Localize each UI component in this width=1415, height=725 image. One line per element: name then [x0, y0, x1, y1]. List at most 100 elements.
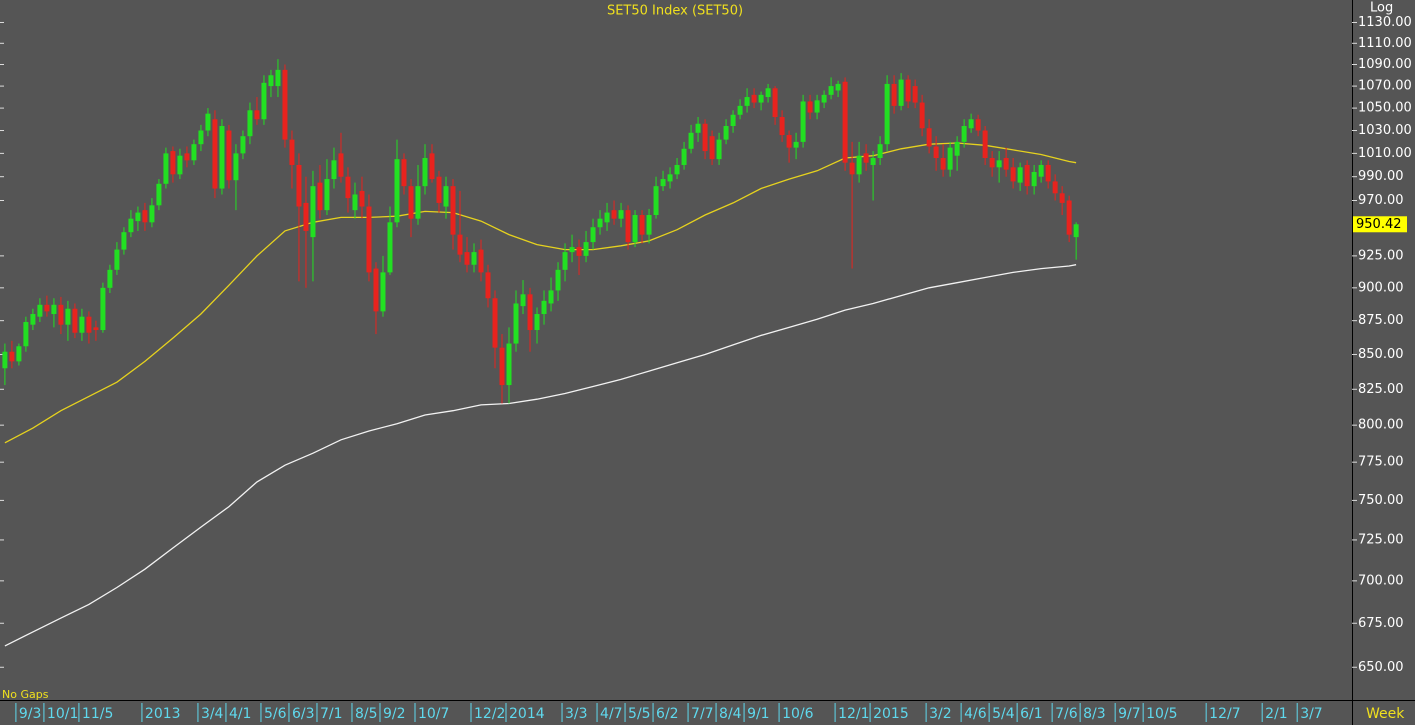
- candle-body: [625, 210, 631, 243]
- candle-body: [786, 135, 792, 148]
- candle-body: [646, 215, 652, 235]
- candle-body: [1059, 193, 1065, 203]
- candle-body: [996, 160, 1002, 168]
- candle-body: [352, 194, 358, 211]
- candle-body: [422, 158, 428, 187]
- candle-body: [492, 298, 498, 348]
- candle-body: [23, 322, 29, 347]
- x-tick-label: 2014: [509, 706, 545, 722]
- candle-body: [408, 186, 414, 219]
- y-tick-label: 675.00: [1358, 616, 1404, 631]
- candle-body: [821, 94, 827, 103]
- candle-body: [849, 162, 855, 175]
- y-tick-label: 775.00: [1358, 455, 1404, 470]
- candle-body: [44, 304, 50, 312]
- x-tick-label: 5/5: [628, 706, 651, 722]
- candle-body: [912, 86, 918, 103]
- candle-body: [268, 75, 274, 87]
- x-axis-label: Week: [1366, 706, 1405, 722]
- candle-body: [989, 158, 995, 168]
- candle-body: [310, 186, 316, 238]
- candle-body: [961, 125, 967, 142]
- candle-body: [380, 272, 386, 312]
- y-tick-label: 650.00: [1358, 660, 1404, 675]
- candle-body: [100, 287, 106, 331]
- y-tick-label: 700.00: [1358, 573, 1404, 588]
- candle-body: [772, 88, 778, 118]
- candle-body: [37, 304, 43, 317]
- y-tick-label: 850.00: [1358, 347, 1404, 362]
- y-tick-label: 1030.00: [1358, 123, 1412, 138]
- note: No Gaps: [2, 688, 49, 701]
- candle-body: [233, 153, 239, 181]
- candle-body: [814, 100, 820, 113]
- candle-body: [1052, 181, 1058, 194]
- candle-body: [93, 327, 99, 331]
- candle-body: [597, 218, 603, 228]
- candle-body: [660, 179, 666, 187]
- candle-body: [1066, 200, 1072, 235]
- candle-body: [219, 125, 225, 189]
- candle-body: [947, 147, 953, 170]
- x-tick-label: 10/1: [47, 706, 78, 722]
- x-tick-label: 6/3: [292, 706, 315, 722]
- candle-body: [1038, 164, 1044, 177]
- candle-body: [779, 117, 785, 136]
- y-tick-label: 1050.00: [1358, 101, 1412, 116]
- candle-body: [688, 132, 694, 149]
- candle-body: [793, 141, 799, 148]
- candle-body: [562, 252, 568, 270]
- candle-body: [877, 144, 883, 159]
- candle-body: [576, 247, 582, 256]
- x-tick-label: 5/6: [264, 706, 287, 722]
- moving-average: [4, 142, 1077, 444]
- candle-body: [401, 159, 407, 187]
- candle-body: [527, 294, 533, 331]
- y-tick-label: 970.00: [1358, 193, 1404, 208]
- candle-body: [156, 183, 162, 206]
- x-tick-label: 5/4: [992, 706, 1015, 722]
- candle-body: [555, 269, 561, 291]
- candle-body: [9, 351, 15, 362]
- y-tick-label: 925.00: [1358, 248, 1404, 263]
- moving-average: [4, 264, 1077, 647]
- candle-body: [450, 186, 456, 235]
- candle-body: [184, 153, 190, 161]
- candle-body: [471, 252, 477, 265]
- candle-body: [331, 160, 337, 180]
- candle-body: [856, 155, 862, 175]
- candle-body: [149, 205, 155, 223]
- candle-body: [758, 94, 764, 103]
- candle-body: [436, 176, 442, 203]
- candle-body: [751, 94, 757, 103]
- candle-body: [506, 343, 512, 386]
- y-tick-label: 900.00: [1358, 280, 1404, 295]
- candle-body: [674, 164, 680, 175]
- candle-body: [926, 128, 932, 147]
- y-tick-label: 1010.00: [1358, 146, 1412, 161]
- candle-body: [898, 79, 904, 106]
- y-tick-label: 825.00: [1358, 382, 1404, 397]
- x-tick-label: 3/3: [565, 706, 588, 722]
- y-axis-label: Log: [1370, 1, 1393, 16]
- candle-body: [653, 186, 659, 216]
- candle-body: [737, 105, 743, 115]
- x-tick-label: 7/6: [1055, 706, 1078, 722]
- candle-body: [485, 272, 491, 299]
- candle-body: [226, 130, 232, 181]
- candle-body: [800, 101, 806, 142]
- y-tick-label: 1090.00: [1358, 57, 1412, 72]
- candle-body: [541, 300, 547, 315]
- x-tick-label: 6/2: [656, 706, 679, 722]
- candle-body: [534, 314, 540, 331]
- candle-body: [1073, 224, 1079, 238]
- y-tick-label: 725.00: [1358, 532, 1404, 547]
- candle-body: [702, 123, 708, 152]
- candle-body: [1024, 164, 1030, 187]
- candle-body: [478, 249, 484, 273]
- x-tick-label: 9/3: [19, 706, 42, 722]
- candle-body: [520, 294, 526, 307]
- candle-body: [681, 148, 687, 165]
